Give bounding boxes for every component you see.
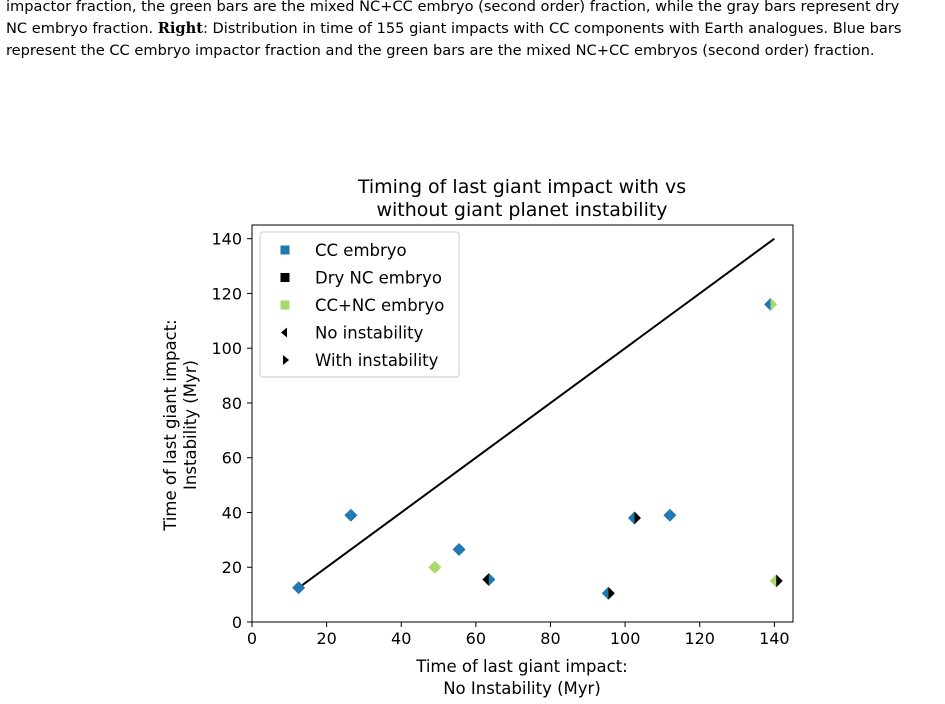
point-no-instability — [428, 560, 435, 574]
legend-marker — [280, 245, 290, 255]
y-tick-label: 140 — [211, 230, 242, 249]
caption-line-3: represent the CC embryo impactor fractio… — [6, 42, 875, 59]
point-with-instability — [669, 508, 677, 522]
point-no-instability — [344, 508, 351, 522]
y-tick-label: 80 — [222, 394, 242, 413]
y-axis: 0 20 40 60 80 100 120 140 — [211, 230, 252, 632]
reference-line — [296, 237, 775, 590]
legend-marker — [280, 273, 290, 282]
point-no-instability — [482, 573, 489, 587]
caption-line-2-start: NC embryo fraction. — [6, 20, 158, 37]
legend-marker — [280, 300, 290, 310]
legend-label: With instability — [315, 351, 439, 370]
chart-title: Timing of last giant impact with vs with… — [357, 176, 686, 221]
y-tick-label: 20 — [222, 558, 242, 577]
figure-caption: impactor fraction, the green bars are th… — [6, 0, 941, 62]
point-no-instability — [601, 586, 609, 600]
x-axis-label-line-1: Time of last giant impact: — [415, 657, 627, 676]
point-with-instability — [776, 574, 783, 588]
point-with-instability — [298, 581, 306, 595]
point-no-instability — [769, 574, 777, 588]
legend-label: CC embryo — [315, 241, 407, 260]
legend-marker — [283, 355, 289, 365]
x-tick-label: 120 — [684, 629, 715, 648]
plot-area — [292, 237, 783, 600]
x-tick-label: 100 — [610, 629, 641, 648]
legend-label: Dry NC embryo — [315, 269, 442, 288]
x-tick-label: 20 — [316, 629, 336, 648]
chart-title-line-2: without giant planet instability — [376, 199, 667, 221]
y-axis-label: Time of last giant impact: Instability (… — [161, 319, 200, 531]
y-tick-label: 0 — [232, 613, 242, 632]
y-tick-label: 40 — [222, 503, 242, 522]
x-axis: 0 20 40 60 80 100 120 140 — [247, 622, 790, 648]
y-tick-label: 100 — [211, 339, 242, 358]
caption-line-2-end: : Distribution in time of 155 giant impa… — [202, 20, 902, 37]
point-no-instability — [292, 581, 299, 595]
x-tick-label: 140 — [759, 629, 790, 648]
x-tick-label: 60 — [466, 629, 486, 648]
x-tick-label: 80 — [540, 629, 560, 648]
legend-box — [259, 231, 460, 378]
y-tick-label: 120 — [211, 284, 242, 303]
point-no-instability — [627, 511, 635, 525]
y-axis-label-line-2: Instability (Myr) — [181, 360, 200, 490]
plot-frame — [251, 224, 794, 623]
caption-line-1: impactor fraction, the green bars are th… — [6, 0, 900, 15]
legend: CC embryo Dry NC embryo CC+NC embryo No ins… — [259, 231, 460, 378]
point-with-instability — [488, 573, 496, 587]
legend-marker — [281, 327, 287, 338]
x-axis-label-line-2: No Instability (Myr) — [443, 679, 601, 698]
chart-title-line-1: Timing of last giant impact with vs — [357, 176, 686, 198]
x-tick-label: 40 — [391, 629, 411, 648]
legend-label: No instability — [315, 324, 424, 343]
y-tick-label: 60 — [222, 449, 242, 468]
point-no-instability — [764, 297, 771, 311]
point-with-instability — [608, 586, 615, 600]
x-tick-label: 0 — [247, 629, 257, 648]
point-no-instability — [663, 508, 670, 522]
legend-label: CC+NC embryo — [315, 296, 444, 315]
point-with-instability — [770, 297, 778, 311]
point-with-instability — [459, 542, 466, 556]
x-axis-label: Time of last giant impact: No Instabilit… — [415, 657, 627, 698]
point-with-instability — [350, 508, 358, 522]
caption-right-label: Right — [157, 20, 203, 37]
point-no-instability — [452, 542, 460, 556]
y-axis-label-line-1: Time of last giant impact: — [161, 319, 180, 531]
caption-line-2: NC embryo fraction. Right: Distribution … — [6, 18, 941, 40]
point-with-instability — [434, 560, 442, 574]
point-with-instability — [634, 511, 641, 525]
